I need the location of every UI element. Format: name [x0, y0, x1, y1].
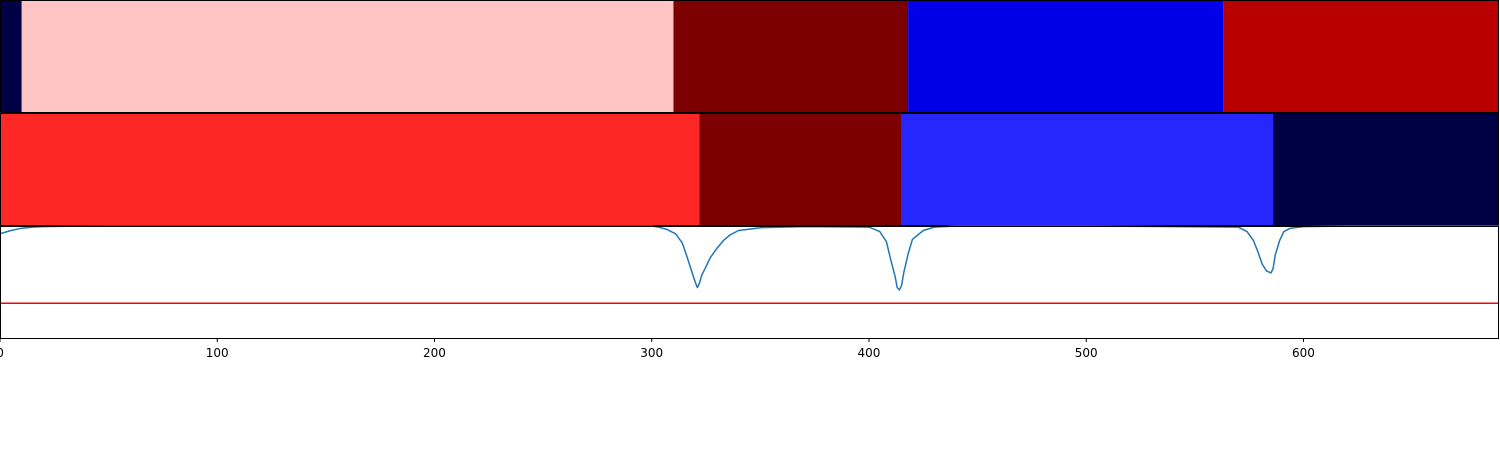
- heatmap-middle-segment-3: [1273, 113, 1499, 225]
- heatmap-top-segment-2: [673, 0, 909, 112]
- line-series-signal: [0, 225, 1499, 291]
- heatmap-panel-top: [0, 0, 1499, 113]
- heatmap-middle-segment-0: [0, 113, 700, 225]
- x-tick-label-600: 600: [1292, 346, 1315, 360]
- line-panel-bottom: [0, 225, 1499, 339]
- panel-border-2: [0, 226, 1499, 339]
- x-tick-label-500: 500: [1075, 346, 1098, 360]
- x-tick-label-300: 300: [640, 346, 663, 360]
- panel-border-0: [0, 0, 1499, 113]
- heatmap-panel-middle: [0, 113, 1499, 226]
- heatmap-middle-segment-2: [901, 113, 1274, 225]
- heatmap-top-segment-0: [0, 0, 22, 112]
- x-tick-label-0: 0: [0, 346, 4, 360]
- panel-border-1: [0, 113, 1499, 226]
- heatmap-top-segment-3: [908, 0, 1224, 112]
- x-tick-label-400: 400: [858, 346, 881, 360]
- x-tick-label-200: 200: [423, 346, 446, 360]
- heatmap-top-segment-1: [21, 0, 674, 112]
- heatmap-middle-segment-1: [699, 113, 902, 225]
- heatmap-top-segment-4: [1223, 0, 1499, 112]
- x-tick-label-100: 100: [206, 346, 229, 360]
- x-axis: 0 100 200 300 400 500 600: [0, 338, 1315, 360]
